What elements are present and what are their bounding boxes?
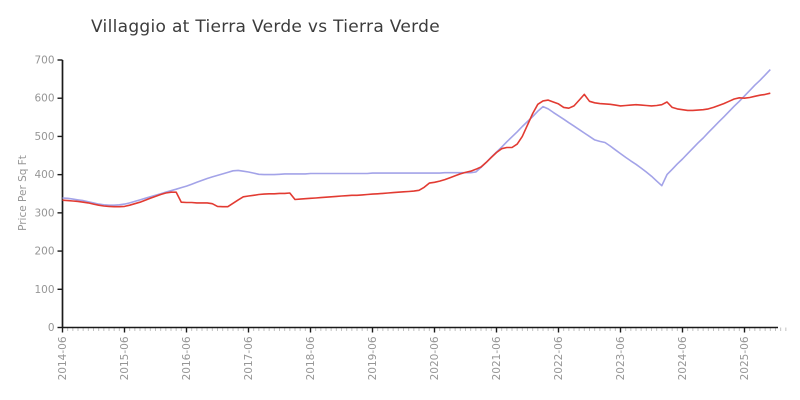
- y-axis-label: Price Per Sq Ft: [17, 155, 29, 231]
- y-tick-label: 600: [34, 93, 54, 105]
- x-tick-label: 2017-06: [243, 336, 255, 380]
- y-tick-label: 300: [34, 207, 54, 219]
- series-line-tierra-verde: [62, 69, 771, 206]
- y-tick-label: 100: [34, 284, 54, 296]
- x-tick-label: 2015-06: [119, 336, 131, 380]
- x-tick-label: 2019-06: [367, 336, 379, 380]
- x-tick-label: 2023-06: [615, 336, 627, 380]
- x-tick-label: 2025-06: [739, 336, 751, 380]
- y-tick-label: 0: [48, 322, 55, 334]
- x-tick-label: 2022-06: [553, 336, 565, 380]
- y-tick-label: 700: [34, 55, 54, 67]
- x-tick-label: 2020-06: [429, 336, 441, 380]
- series-line-villaggio-at-tierra-verde: [62, 92, 771, 208]
- x-tick-label: 2021-06: [491, 336, 503, 380]
- x-tick-label: 2014-06: [57, 336, 69, 380]
- y-tick-label: 400: [34, 169, 54, 181]
- x-tick-label: 2016-06: [181, 336, 193, 380]
- chart-title: Villaggio at Tierra Verde vs Tierra Verd…: [91, 17, 440, 37]
- y-tick-label: 500: [34, 131, 54, 143]
- x-tick-label: 2018-06: [305, 336, 317, 380]
- y-tick-label: 200: [34, 246, 54, 258]
- x-tick-label: 2024-06: [677, 336, 689, 380]
